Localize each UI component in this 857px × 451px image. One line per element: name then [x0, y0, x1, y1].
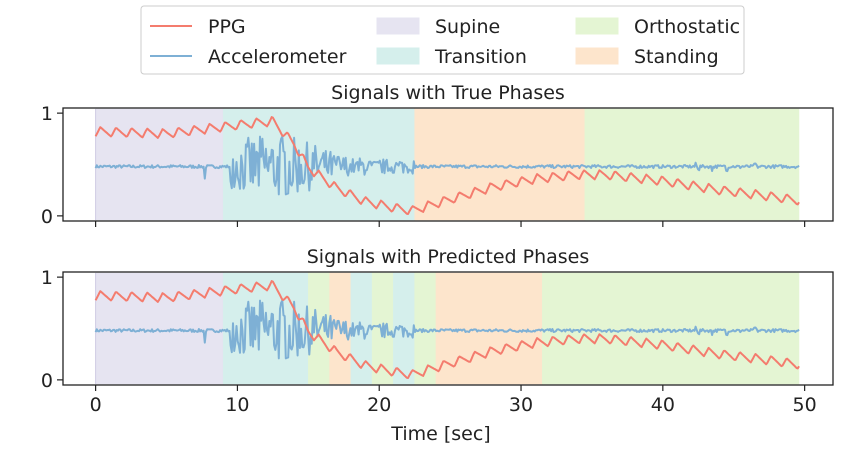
legend-label-standing: Standing [634, 46, 719, 68]
y-tick-label: 1 [41, 103, 53, 125]
phase-span-orthostatic [584, 108, 800, 221]
x-tick-label: 20 [367, 394, 391, 416]
legend-label-transition: Transition [434, 46, 527, 68]
legend-swatch-orthostatic [575, 17, 619, 35]
legend-swatch-transition [376, 47, 420, 65]
legend-label-orthostatic: Orthostatic [634, 16, 740, 38]
x-tick-label: 30 [509, 394, 533, 416]
phase-span-supine [95, 108, 224, 221]
panel-true-phases: Signals with True Phases 0 1 [41, 82, 834, 228]
legend-label-accel: Accelerometer [208, 46, 347, 68]
x-tick-label: 10 [225, 394, 249, 416]
panel-title: Signals with True Phases [331, 82, 565, 104]
x-tick-label: 0 [90, 394, 102, 416]
series-accelerometer-line [94, 299, 800, 360]
legend-swatch-standing [575, 47, 619, 65]
y-tick-label: 0 [41, 370, 53, 392]
axes-frame [62, 107, 834, 222]
legend-label-ppg: PPG [208, 16, 246, 38]
legend-swatch-supine [376, 17, 420, 35]
phase-spans [95, 108, 800, 221]
legend: PPG Supine Orthostatic Accelerometer Transit… [140, 5, 745, 75]
phase-span-standing [435, 272, 543, 385]
x-tick-label: 50 [793, 394, 817, 416]
axes-frame [62, 271, 834, 386]
legend-label-supine: Supine [435, 16, 500, 38]
series-ppg-line [94, 116, 800, 215]
series-ppg-line [94, 280, 800, 379]
x-axis-label: Time [sec] [390, 423, 490, 445]
phase-span-orthostatic [542, 272, 800, 385]
y-tick-label: 0 [41, 206, 53, 228]
x-tick-label: 40 [651, 394, 675, 416]
y-tick-label: 1 [41, 267, 53, 289]
panel-title: Signals with Predicted Phases [307, 246, 590, 268]
series-accelerometer-line [94, 135, 800, 196]
phase-span-supine [95, 272, 224, 385]
phase-spans [95, 272, 800, 385]
